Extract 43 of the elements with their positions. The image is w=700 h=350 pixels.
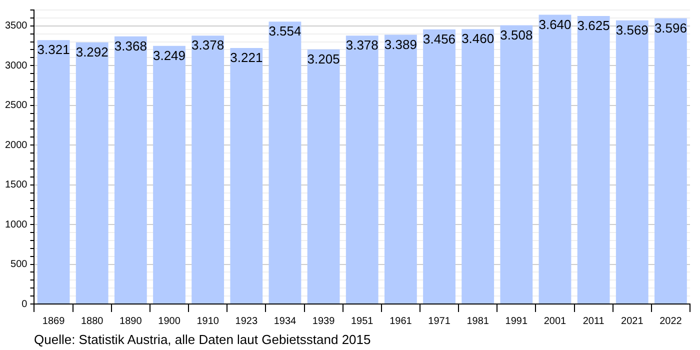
- x-tick-label: 2021: [621, 316, 644, 327]
- source-note: Quelle: Statistik Austria, alle Daten laut Gebietsstand 2015: [34, 332, 371, 347]
- data-label: 3.640: [538, 16, 572, 32]
- y-tick-label: 2500: [4, 100, 28, 112]
- data-label: 3.569: [616, 22, 648, 38]
- data-label: 3.321: [37, 42, 70, 58]
- x-tick-label: 1961: [390, 316, 412, 327]
- y-tick-label: 0: [22, 298, 28, 310]
- x-tick-label: 1890: [120, 316, 142, 327]
- y-tick-label: 500: [10, 259, 28, 270]
- x-tick-label: 1951: [351, 316, 374, 327]
- data-label: 3.249: [152, 48, 186, 63]
- y-tick-label: 3500: [4, 20, 28, 32]
- data-label: 3.596: [654, 20, 687, 36]
- x-tick-label: 1971: [428, 316, 451, 327]
- data-label: 3.378: [346, 38, 378, 53]
- x-tick-label: 2011: [582, 316, 605, 327]
- data-label: 3.389: [384, 36, 417, 52]
- y-tick-label: 3000: [4, 60, 28, 72]
- data-label: 3.508: [500, 27, 533, 42]
- data-label: 3.368: [114, 38, 147, 54]
- x-tick-label: 1981: [466, 316, 490, 327]
- x-tick-label: 2001: [544, 316, 567, 327]
- data-label: 3.460: [462, 31, 494, 46]
- data-label: 3.456: [422, 31, 456, 46]
- x-tick-label: 1900: [158, 316, 181, 327]
- y-tick-label: 1500: [4, 180, 28, 191]
- x-tick-label: 2022: [660, 316, 682, 327]
- x-tick-label: 1910: [196, 316, 220, 327]
- data-label: 3.625: [577, 18, 610, 34]
- x-tick-label: 1939: [312, 316, 336, 327]
- x-tick-label: 1991: [505, 316, 528, 327]
- data-label: 3.378: [192, 38, 224, 53]
- data-label: 3.221: [230, 50, 263, 66]
- data-label: 3.292: [76, 44, 108, 60]
- x-tick-label: 1869: [42, 316, 66, 327]
- x-tick-label: 1934: [274, 316, 297, 327]
- data-label: 3.554: [268, 24, 302, 39]
- y-tick-label: 2000: [4, 140, 28, 151]
- x-tick-label: 1880: [80, 316, 104, 327]
- x-tick-label: 1923: [235, 316, 258, 327]
- y-tick-label: 1000: [4, 219, 28, 230]
- data-label: 3.205: [307, 51, 340, 66]
